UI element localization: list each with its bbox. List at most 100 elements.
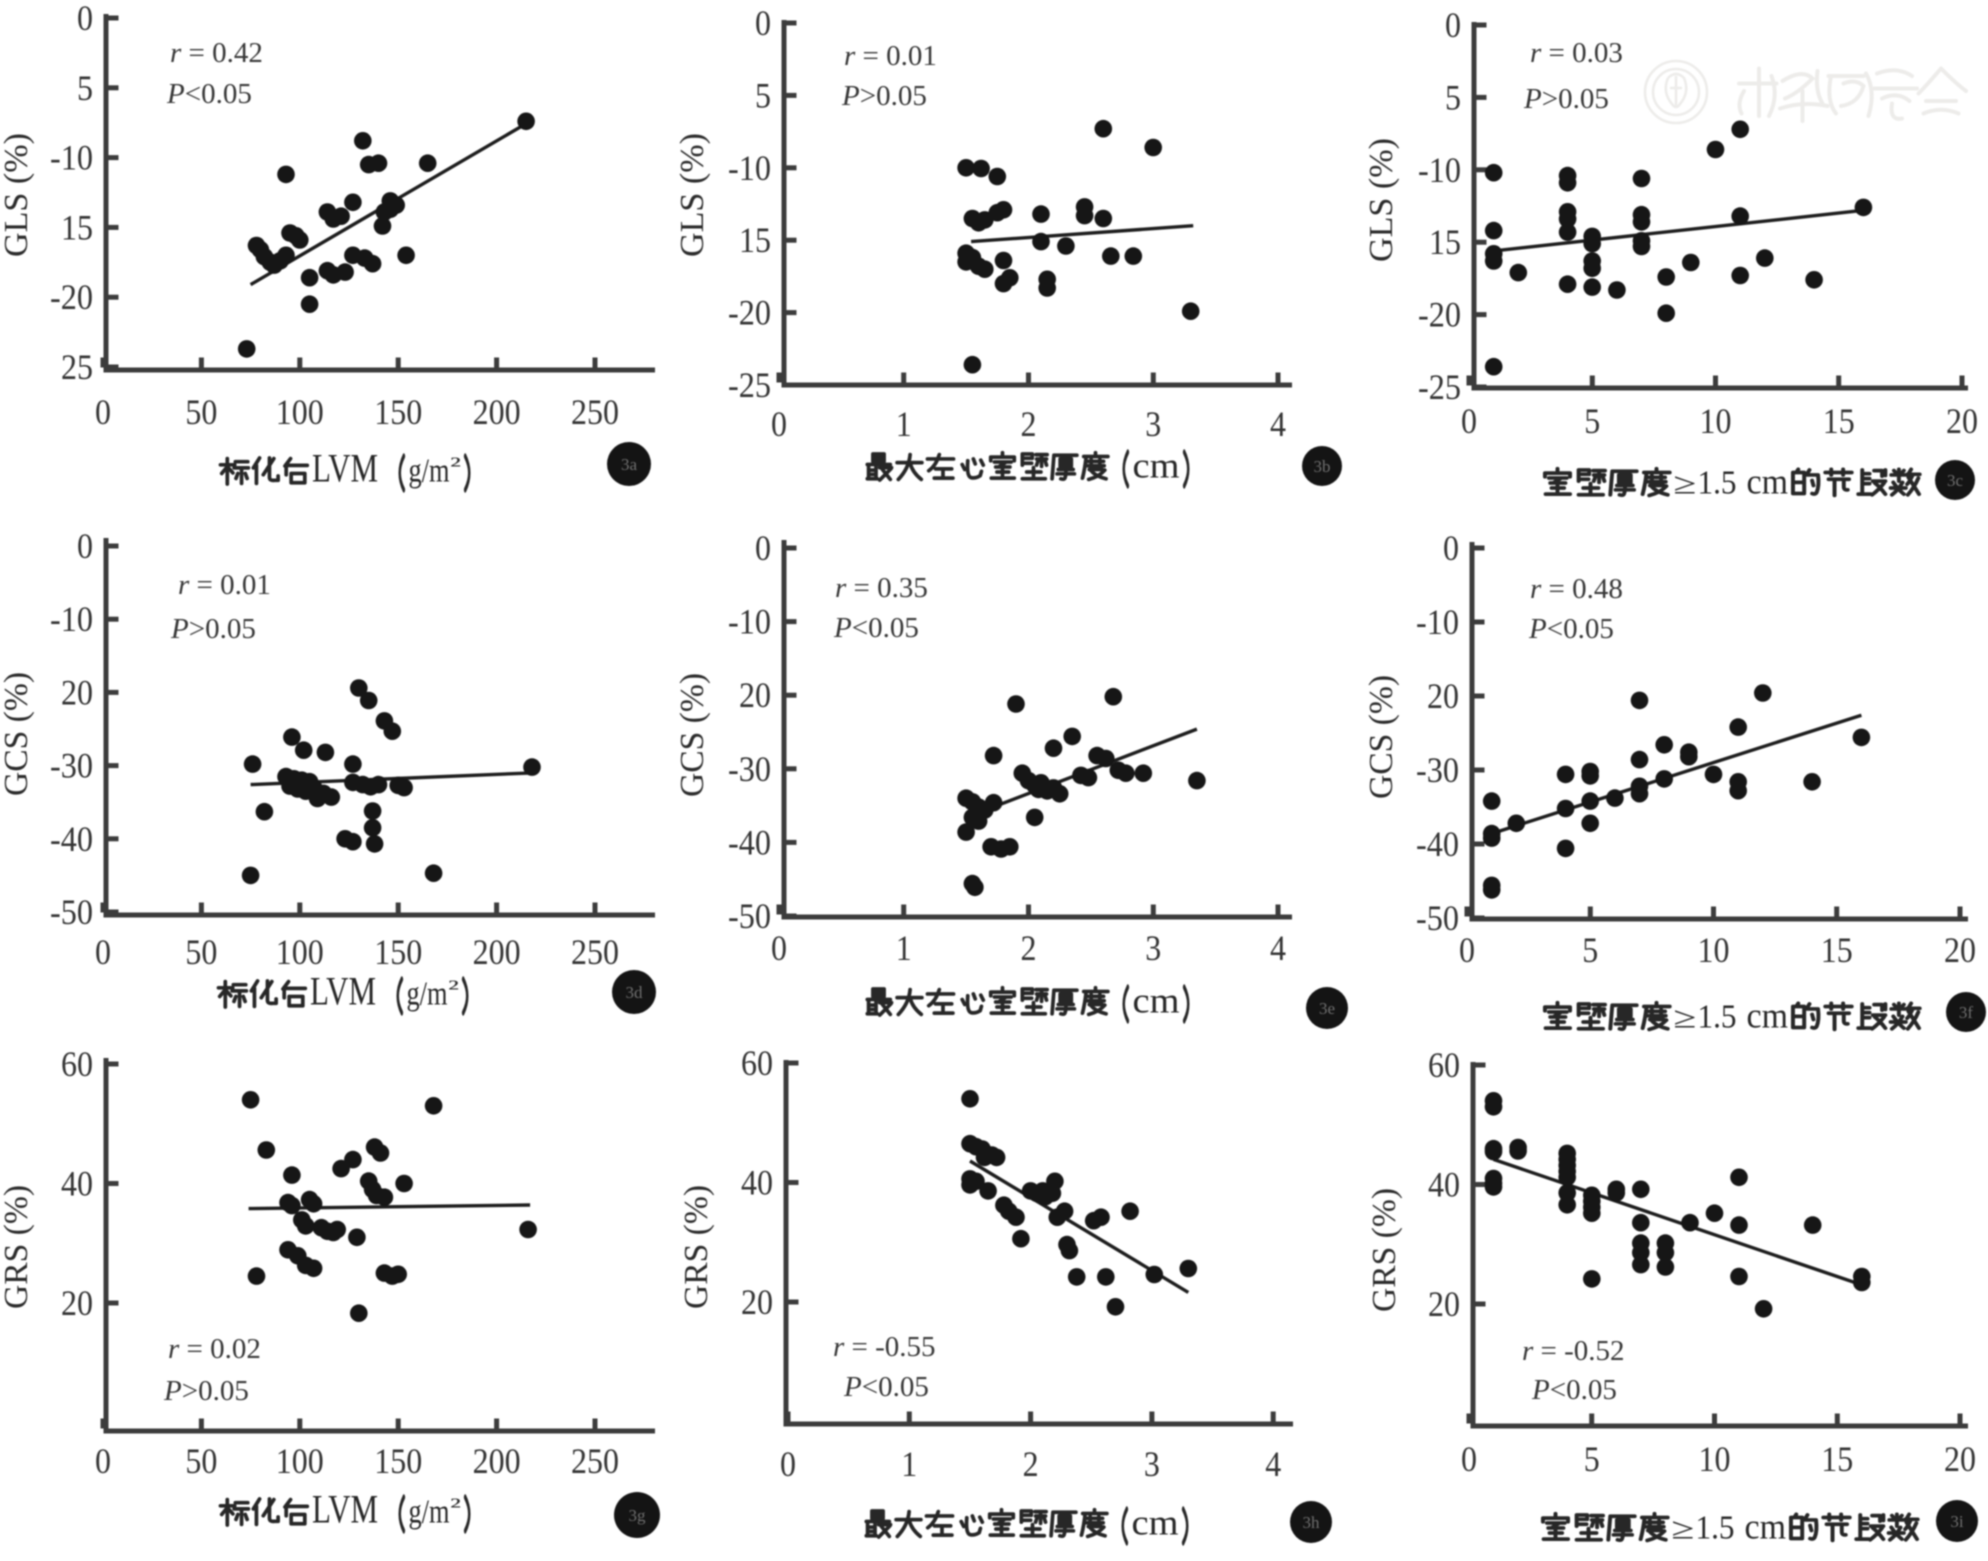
svg-text:GRS (%): GRS (%) [1366,1188,1403,1312]
svg-text:0: 0 [77,0,93,38]
svg-text:15: 15 [61,207,93,247]
svg-text:GLS (%): GLS (%) [674,133,711,257]
svg-text:r = 0.03: r = 0.03 [1530,37,1623,69]
svg-text:60: 60 [741,1043,773,1083]
svg-text:-40: -40 [728,822,771,862]
svg-text:-10: -10 [728,148,771,188]
svg-text:r = 0.02: r = 0.02 [168,1333,261,1365]
svg-text:5: 5 [755,75,771,115]
svg-text:20: 20 [739,675,771,715]
svg-text:20: 20 [741,1282,773,1322]
svg-text:≥: ≥ [1672,1512,1695,1545]
svg-text:r = 0.35: r = 0.35 [835,572,928,604]
svg-text:-20: -20 [50,277,93,317]
svg-text:3g: 3g [629,1506,647,1525]
svg-text:25: 25 [61,347,93,387]
svg-text:-50: -50 [728,896,771,936]
svg-text:LVM: LVM [312,445,378,490]
svg-text:4: 4 [1265,1444,1281,1484]
svg-text:0: 0 [95,1441,111,1481]
svg-text:-20: -20 [728,293,771,333]
svg-text:≥: ≥ [1674,467,1697,500]
svg-text:P>0.05: P>0.05 [163,1375,249,1407]
svg-text:-25: -25 [728,365,771,405]
svg-text:-40: -40 [50,819,93,859]
svg-text:10: 10 [1699,1439,1731,1479]
svg-text:15: 15 [1429,222,1461,262]
svg-text:-20: -20 [1418,295,1461,335]
svg-text:20: 20 [1428,1284,1460,1324]
svg-text:²: ² [450,1493,462,1518]
svg-text:40: 40 [741,1163,773,1203]
svg-text:≥: ≥ [1674,1001,1697,1034]
svg-text:0: 0 [755,528,771,568]
svg-text:60: 60 [61,1044,93,1084]
svg-text:10: 10 [1700,401,1732,441]
svg-text:g/m: g/m [409,1493,450,1530]
svg-text:0: 0 [1443,528,1459,568]
svg-text:GRS (%): GRS (%) [678,1185,715,1309]
svg-text:3e: 3e [1319,999,1335,1018]
svg-text:15: 15 [1823,401,1855,441]
svg-text:P<0.05: P<0.05 [1531,1374,1617,1406]
svg-text:5: 5 [1445,77,1461,117]
svg-text:3: 3 [1145,404,1161,444]
svg-text:5: 5 [1584,401,1600,441]
svg-text:0: 0 [1459,930,1475,970]
svg-text:²: ² [450,452,462,477]
svg-text:r = -0.52: r = -0.52 [1522,1335,1625,1367]
svg-text:cm: cm [1738,995,1788,1035]
svg-text:150: 150 [374,1441,422,1481]
svg-text:3: 3 [1144,1444,1160,1484]
svg-text:r = -0.55: r = -0.55 [833,1331,936,1363]
svg-text:1: 1 [896,404,912,444]
svg-text:2: 2 [1021,404,1037,444]
svg-text:GRS (%): GRS (%) [0,1185,35,1309]
svg-text:60: 60 [1428,1045,1460,1085]
svg-text:cm: cm [1132,1502,1179,1542]
svg-text:0: 0 [1461,401,1477,441]
svg-text:-10: -10 [1416,602,1459,642]
svg-text:20: 20 [1944,930,1976,970]
svg-text:-50: -50 [1416,898,1459,938]
svg-text:3f: 3f [1959,1003,1974,1022]
svg-text:20: 20 [1944,1439,1976,1479]
svg-text:1.5: 1.5 [1696,1509,1735,1546]
svg-text:3a: 3a [621,455,638,474]
svg-text:5: 5 [1584,1439,1600,1479]
svg-text:15: 15 [1821,1439,1853,1479]
svg-text:P>0.05: P>0.05 [170,613,256,645]
svg-text:5: 5 [1582,930,1598,970]
svg-text:LVM: LVM [310,968,376,1013]
svg-text:-30: -30 [728,749,771,789]
svg-text:10: 10 [1698,930,1730,970]
svg-text:cm: cm [1738,461,1788,501]
svg-text:150: 150 [374,392,422,432]
svg-text:100: 100 [276,932,324,972]
svg-text:P<0.05: P<0.05 [166,78,252,110]
svg-text:40: 40 [1428,1165,1460,1205]
svg-text:2: 2 [1023,1444,1039,1484]
svg-text:g/m: g/m [409,452,450,489]
svg-text:P>0.05: P>0.05 [1523,83,1609,115]
svg-text:r = 0.01: r = 0.01 [178,569,271,601]
svg-text:50: 50 [185,1441,217,1481]
svg-text:40: 40 [61,1164,93,1204]
svg-text:4: 4 [1270,404,1286,444]
svg-text:3: 3 [1145,928,1161,968]
svg-text:P<0.05: P<0.05 [833,612,919,644]
svg-text:-10: -10 [50,599,93,639]
svg-text:250: 250 [571,1441,619,1481]
svg-text:GCS (%): GCS (%) [674,673,711,797]
svg-text:GCS (%): GCS (%) [1363,675,1400,799]
svg-text:2: 2 [1021,928,1037,968]
svg-text:0: 0 [780,1444,796,1484]
svg-text:-30: -30 [50,746,93,786]
svg-text:1.5: 1.5 [1698,464,1737,501]
svg-text:r = 0.42: r = 0.42 [170,37,263,69]
svg-text:3i: 3i [1950,1512,1964,1531]
svg-text:5: 5 [77,68,93,108]
svg-text:200: 200 [473,392,521,432]
svg-text:100: 100 [276,392,324,432]
svg-text:0: 0 [77,526,93,566]
